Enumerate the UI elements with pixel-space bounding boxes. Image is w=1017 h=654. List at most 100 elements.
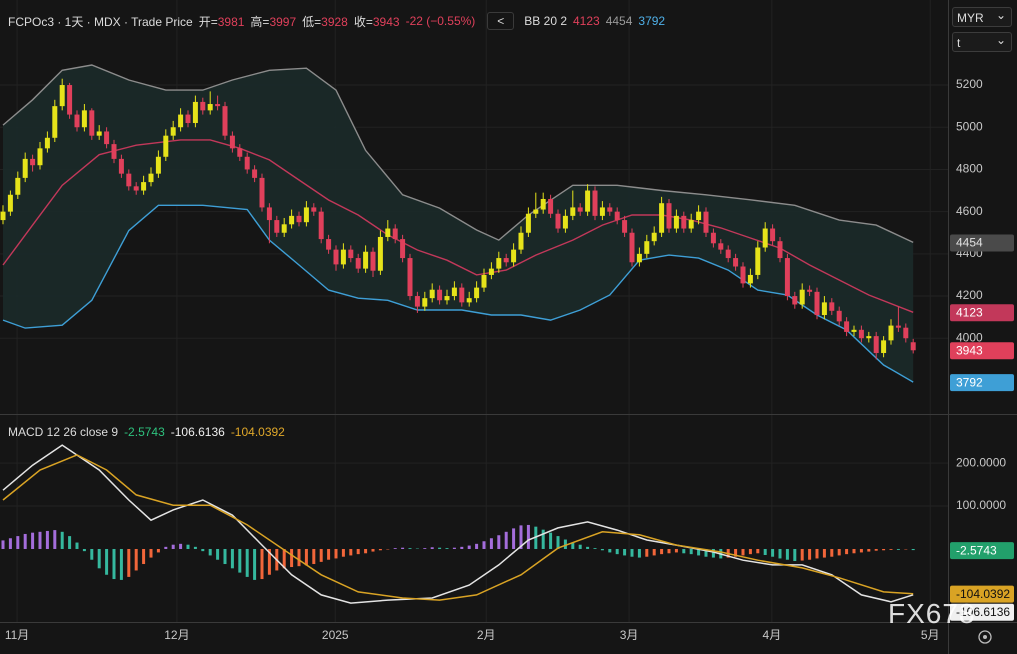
candle-body (644, 241, 649, 254)
y-tick-label: 4600 (956, 204, 983, 218)
histogram-bar (623, 549, 626, 555)
histogram-bar (342, 549, 345, 557)
histogram-bar (187, 545, 190, 549)
candle-body (859, 330, 864, 338)
candle-body (570, 207, 575, 215)
histogram-bar (31, 533, 34, 549)
candle-body (896, 326, 901, 328)
candle-body (371, 252, 376, 271)
candle-body (311, 207, 316, 211)
histogram-bar (90, 549, 93, 560)
x-tick-label: 4月 (763, 628, 782, 642)
histogram-bar (327, 549, 330, 560)
histogram-bar (631, 549, 634, 557)
candle-body (452, 288, 457, 296)
candle-body (378, 237, 383, 271)
histogram-bar (261, 549, 264, 579)
histogram-bar (61, 532, 64, 549)
histogram-bar (512, 528, 515, 549)
price-badge-label: 4454 (956, 236, 983, 250)
histogram-bar (838, 549, 841, 555)
histogram-bar (83, 549, 86, 551)
candle-body (149, 174, 154, 182)
candle-body (526, 214, 531, 233)
currency-select[interactable]: MYR (952, 7, 1012, 27)
signal-value: -104.0392 (231, 425, 285, 439)
candle-body (60, 85, 65, 106)
candle-body (119, 159, 124, 174)
candle-body (489, 269, 494, 275)
band-fill (3, 65, 913, 382)
histogram-bar (394, 548, 397, 549)
hist-value: -2.5743 (124, 425, 165, 439)
macd-legend: MACD 12 26 close 9 -2.5743 -106.6136 -10… (8, 425, 285, 439)
candle-body (689, 220, 694, 228)
candle-body (334, 250, 339, 265)
candle-body (778, 241, 783, 258)
histogram-bar (742, 549, 745, 555)
line (3, 455, 913, 600)
candle-body (52, 106, 57, 138)
histogram-bar (372, 549, 375, 552)
candle-body (637, 254, 642, 262)
bb-mid: 4123 (573, 14, 600, 28)
candle-body (763, 229, 768, 248)
histogram-bar (150, 549, 153, 558)
candle-body (289, 216, 294, 224)
histogram-bar (105, 549, 108, 575)
histogram-bar (897, 549, 900, 550)
collapse-button[interactable]: < (487, 12, 514, 30)
histogram-bar (586, 547, 589, 549)
x-tick-label: 5月 (921, 628, 940, 642)
candle-body (67, 85, 72, 115)
x-tick-label: 12月 (164, 628, 189, 642)
bb-upper: 4454 (606, 14, 633, 28)
bb-lower: 3792 (638, 14, 665, 28)
settings-icon-dot (983, 635, 987, 639)
timezone-select[interactable]: t (952, 32, 1012, 52)
histogram-bar (224, 549, 227, 564)
candle-body (89, 110, 94, 135)
histogram-bar (2, 540, 5, 549)
candle-body (718, 243, 723, 249)
candle-body (415, 296, 420, 307)
histogram-bar (808, 549, 811, 560)
candle-body (297, 216, 302, 222)
histogram-bar (682, 549, 685, 553)
candle-body (770, 229, 775, 242)
candle-body (282, 224, 287, 232)
candle-body (807, 290, 812, 292)
indicator: BB 20 2 (524, 14, 567, 28)
candle-body (622, 220, 627, 233)
candle-body (267, 207, 272, 220)
histogram-bar (616, 549, 619, 554)
candle-body (400, 239, 405, 258)
histogram-bar (238, 549, 241, 573)
candle-body (15, 178, 20, 195)
candle-body (23, 159, 28, 178)
candle-body (785, 258, 790, 296)
candle-body (326, 239, 331, 250)
histogram-bar (801, 549, 804, 561)
candle-body (134, 186, 139, 190)
value: 3997 (269, 15, 296, 29)
candle-body (385, 229, 390, 237)
candle-body (208, 104, 213, 110)
label: 高= (250, 15, 269, 29)
candle-body (829, 302, 834, 310)
candle-body (260, 178, 265, 208)
histogram-bar (608, 549, 611, 552)
candle-body (511, 250, 516, 263)
histogram-bar (860, 549, 863, 552)
candle-body (252, 169, 257, 177)
candle-body (356, 258, 361, 269)
histogram-bar (460, 547, 463, 549)
histogram-bar (401, 548, 404, 549)
candle-body (348, 250, 353, 258)
histogram-bar (298, 549, 301, 566)
candle-body (548, 199, 553, 214)
candle-body (230, 136, 235, 149)
label: 收= (354, 15, 373, 29)
